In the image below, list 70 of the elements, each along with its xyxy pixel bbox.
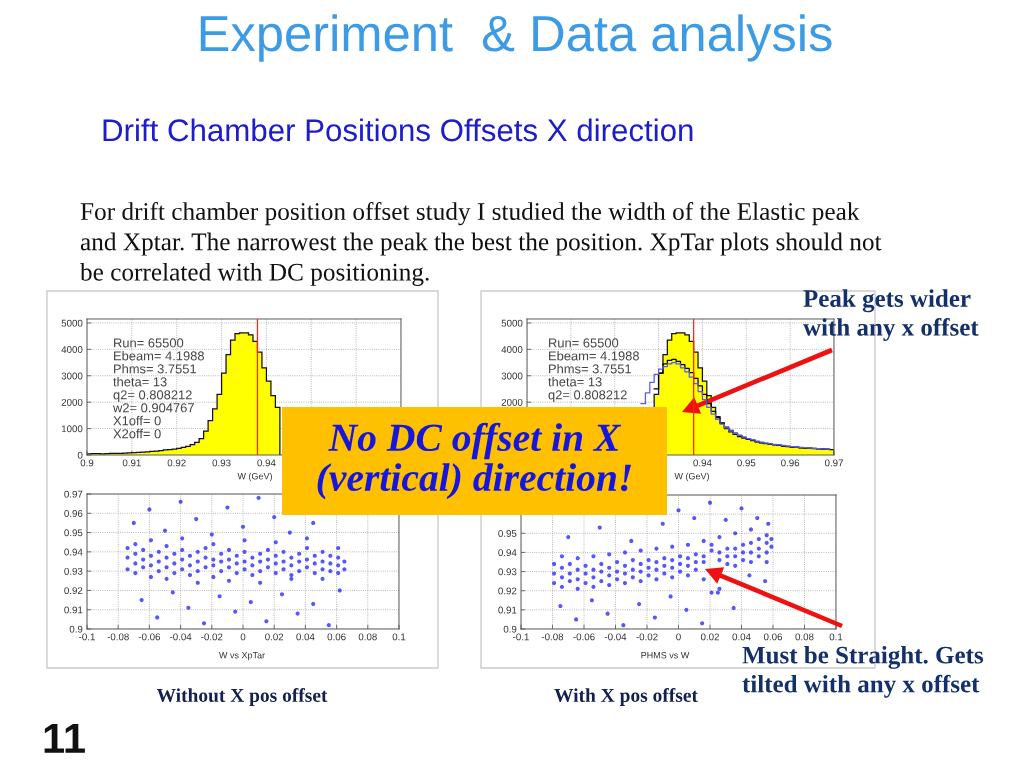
y-tick-label: 3000 [61,372,83,380]
x-axis-title: PHMS vs W [641,652,690,659]
y-tick-label: 0 [77,451,83,459]
y-tick-label: 0.94 [64,548,83,556]
y-tick-label: 0.92 [64,587,83,595]
x-tick-label: -0.02 [636,633,658,641]
y-tick-label: 0.94 [498,549,517,557]
x-tick-label: 0.06 [763,633,783,641]
y-tick-label: 0.95 [64,529,83,537]
x-tick-label: 0.94 [693,459,712,467]
text: Must be Straight. Gets tilted with any x offset [742,646,984,698]
y-tick-label: 0.9 [503,625,517,633]
x-tick-label: 0.93 [212,459,231,467]
annotation: Peak gets wider with any x offset [803,289,979,341]
y-tick-label: 0.91 [64,606,83,614]
x-tick-label: -0.08 [107,633,129,641]
x-tick-label: -0.06 [138,633,161,641]
y-tick-label: 5000 [501,319,523,327]
x-tick-label: -0.08 [541,633,564,641]
x-tick-label: 0.04 [296,633,315,641]
x-tick-label: 0.06 [327,633,346,641]
x-tick-label: 0.1 [392,633,406,641]
y-tick-label: 4000 [501,346,523,353]
x-tick-label: 0 [676,633,681,641]
x-tick-label: 0.02 [265,633,284,641]
chart-subtitle: Drift Chamber Positions Offsets X direction [103,118,693,142]
x-tick-label: -0.04 [604,633,627,641]
x-tick-label: 0.9 [80,459,94,467]
y-tick-label: 0.97 [64,490,83,498]
x-tick-label: 0.1 [829,633,843,641]
x-axis-title: W (GeV) [674,472,709,482]
y-tick-label: 2000 [61,398,83,406]
x-tick-label: 0 [240,633,246,641]
text: With X pos offset [554,688,698,706]
x-axis-title: W vs XpTar [218,652,265,661]
y-tick-label: 4000 [61,346,83,353]
x-tick-label: 0.94 [257,459,276,467]
x-tick-label: 0.02 [700,633,719,641]
y-tick-label: 0.93 [498,568,517,576]
y-tick-label: 0.92 [498,587,517,595]
x-tick-label: -0.1 [79,633,95,641]
x-tick-label: 0.95 [737,459,756,467]
x-tick-label: -0.04 [169,633,192,641]
x-axis-title: W (GeV) [237,472,272,482]
text: 11 [44,724,85,753]
x-tick-label: 0.97 [824,459,843,467]
y-tick-label: 0.96 [64,510,83,517]
text: For drift chamber position offset study I studied the width of the Elastic peak and Xptar. The narrowest the peak the best the position. XpTar plots should not be correlated with DC positioning. [80,202,882,286]
x-tick-label: 0.08 [795,633,814,641]
annotation: Run= 65500 Ebeam= 4.1988 Phms= 3.7551 theta= 13 q2= 0.808212 [548,338,639,402]
x-tick-label: -0.1 [513,633,529,641]
x-tick-label: 0.92 [167,459,186,467]
x-tick-label: 0.04 [732,633,751,641]
y-tick-label: 3000 [501,372,523,380]
y-tick-label: 0.91 [498,606,517,614]
x-tick-label: 0.96 [781,459,800,467]
y-tick-label: 0.9 [69,625,83,633]
y-tick-label: 0.95 [498,530,517,537]
x-tick-label: -0.06 [573,633,595,641]
x-tick-label: 0.91 [122,459,141,467]
y-tick-label: 5000 [61,319,83,327]
text: Experiment & Data analysis [200,14,832,62]
y-tick-label: 0.93 [64,567,83,575]
text: Without X pos offset [156,688,328,706]
annotation: Run= 65500 Ebeam= 4.1988 Phms= 3.7551 theta= 13 q2= 0.808212 w2= 0.904767 X1off= 0 X2off= 0 [112,338,204,439]
annotation: No DC offset in X (vertical) direction! [317,422,632,500]
y-tick-label: 1000 [61,425,83,433]
x-tick-label: 0.08 [358,633,377,641]
y-tick-label: 2000 [501,398,523,406]
x-tick-label: -0.02 [201,633,223,641]
